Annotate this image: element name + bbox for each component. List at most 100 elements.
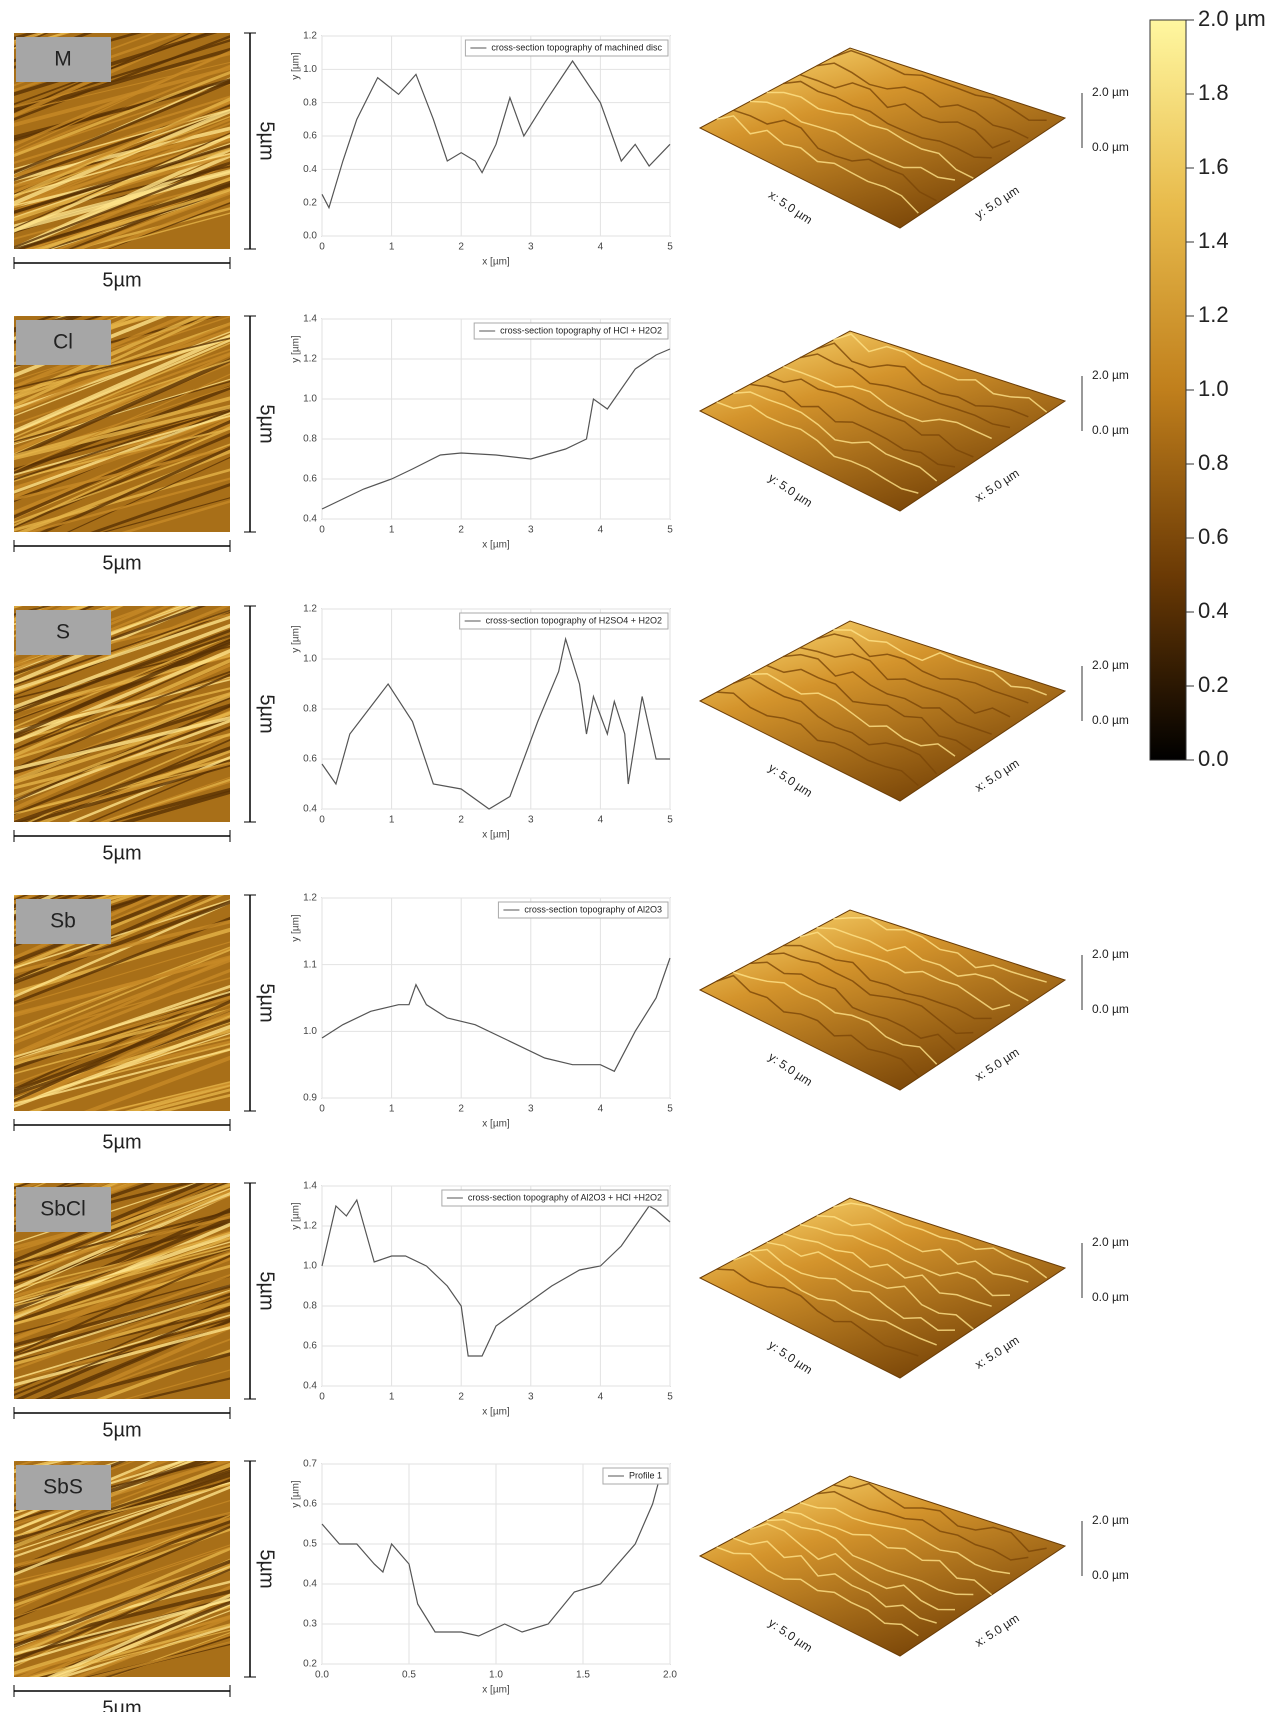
- x-tick-label: 3: [528, 815, 534, 826]
- y-tick-label: 0.4: [303, 1579, 317, 1590]
- x-tick-label: 4: [598, 525, 604, 536]
- legend-label: Profile 1: [629, 1470, 662, 1480]
- surface-axis-label: x: 5.0 µm: [972, 1045, 1021, 1084]
- x-tick-label: 0: [319, 242, 325, 253]
- x-tick-label: 3: [528, 525, 534, 536]
- colorbar-tick-label: 0.8: [1198, 450, 1229, 475]
- plot-area: [322, 319, 670, 519]
- y-tick-label: 0.9: [303, 1093, 317, 1104]
- surface-z-label: 2.0 µm: [1092, 1235, 1129, 1249]
- scale-label: 5µm: [256, 1271, 278, 1310]
- surface-z-label: 0.0 µm: [1092, 1568, 1129, 1582]
- y-axis-label: y [µm]: [291, 1202, 302, 1230]
- scale-label: 5µm: [256, 694, 278, 733]
- y-tick-label: 1.2: [303, 604, 317, 615]
- x-tick-label: 2: [458, 815, 464, 826]
- x-tick-label: 0: [319, 1104, 325, 1115]
- legend-label: cross-section topography of H2SO4 + H2O2: [486, 615, 662, 625]
- surface-z-label: 2.0 µm: [1092, 658, 1129, 672]
- legend-label: cross-section topography of machined dis…: [491, 42, 662, 52]
- x-tick-label: 0.0: [315, 1670, 329, 1681]
- y-axis-label: y [µm]: [291, 1480, 302, 1508]
- x-tick-label: 2.0: [663, 1670, 677, 1681]
- y-axis-label: y [µm]: [291, 335, 302, 363]
- colorbar-tick-label: 1.2: [1198, 302, 1229, 327]
- y-tick-label: 0.4: [303, 1381, 317, 1392]
- x-tick-label: 1: [389, 1392, 395, 1403]
- figure: M 5µm 5µm x: 5.0 µm y: 5.0 µm 2.0 µm 0.0 µm Cl 5…: [0, 0, 1282, 1712]
- x-tick-label: 0: [319, 525, 325, 536]
- y-tick-label: 1.2: [303, 31, 317, 42]
- y-tick-label: 1.0: [303, 1026, 317, 1037]
- x-tick-label: 0: [319, 1392, 325, 1403]
- legend-label: cross-section topography of Al2O3: [524, 904, 662, 914]
- colorbar: [1150, 20, 1186, 760]
- y-tick-label: 1.2: [303, 354, 317, 365]
- afm-streak: [0, 0, 254, 7]
- x-tick-label: 1: [389, 1104, 395, 1115]
- y-tick-label: 0.2: [303, 1659, 317, 1670]
- colorbar-tick-label: 0.4: [1198, 598, 1229, 623]
- x-axis-label: x [µm]: [482, 540, 510, 551]
- y-tick-label: 0.3: [303, 1619, 317, 1630]
- surface-z-label: 0.0 µm: [1092, 423, 1129, 437]
- colorbar-tick-label: 2.0 µm: [1198, 6, 1266, 31]
- legend-label: cross-section topography of HCl + H2O2: [500, 325, 662, 335]
- y-tick-label: 0.8: [303, 1301, 317, 1312]
- y-tick-label: 0.2: [303, 197, 317, 208]
- surface-axis-label: y: 5.0 µm: [766, 1616, 815, 1655]
- afm-streak: [0, 0, 254, 29]
- y-axis-label: y [µm]: [291, 625, 302, 653]
- y-tick-label: 0.4: [303, 514, 317, 525]
- surface-axis-label: y: 5.0 µm: [972, 183, 1021, 222]
- y-tick-label: 0.8: [303, 434, 317, 445]
- y-tick-label: 0.5: [303, 1539, 317, 1550]
- surface-z-label: 0.0 µm: [1092, 1290, 1129, 1304]
- colorbar-tick-label: 1.8: [1198, 80, 1229, 105]
- y-tick-label: 0.8: [303, 97, 317, 108]
- scale-label: 5µm: [256, 404, 278, 443]
- x-tick-label: 0: [319, 815, 325, 826]
- y-tick-label: 0.6: [303, 754, 317, 765]
- surface-axis-label: x: 5.0 µm: [766, 188, 815, 227]
- y-tick-label: 1.4: [303, 314, 317, 325]
- x-tick-label: 2: [458, 242, 464, 253]
- x-tick-label: 5: [667, 525, 673, 536]
- y-tick-label: 1.0: [303, 1261, 317, 1272]
- x-tick-label: 4: [598, 1392, 604, 1403]
- x-tick-label: 1: [389, 242, 395, 253]
- y-tick-label: 0.6: [303, 474, 317, 485]
- colorbar-tick-label: 0.2: [1198, 672, 1229, 697]
- y-tick-label: 0.4: [303, 164, 317, 175]
- surface-axis-label: x: 5.0 µm: [972, 756, 1021, 795]
- x-tick-label: 3: [528, 1104, 534, 1115]
- colorbar-tick-label: 1.6: [1198, 154, 1229, 179]
- y-axis-label: y [µm]: [291, 52, 302, 80]
- y-tick-label: 0.6: [303, 131, 317, 142]
- x-tick-label: 2: [458, 1104, 464, 1115]
- x-tick-label: 1: [389, 525, 395, 536]
- colorbar-tick-label: 1.0: [1198, 376, 1229, 401]
- y-tick-label: 1.2: [303, 1221, 317, 1232]
- y-tick-label: 1.2: [303, 893, 317, 904]
- y-tick-label: 0.7: [303, 1459, 317, 1470]
- scale-label: 5µm: [102, 1419, 141, 1441]
- y-tick-label: 1.0: [303, 654, 317, 665]
- x-axis-label: x [µm]: [482, 1685, 510, 1696]
- x-axis-label: x [µm]: [482, 257, 510, 268]
- x-tick-label: 3: [528, 1392, 534, 1403]
- afm-streak: [0, 0, 254, 16]
- y-tick-label: 1.4: [303, 1181, 317, 1192]
- surface-axis-label: y: 5.0 µm: [766, 1050, 815, 1089]
- x-tick-label: 1.5: [576, 1670, 590, 1681]
- scale-label: 5µm: [256, 1549, 278, 1588]
- colorbar-tick-label: 0.6: [1198, 524, 1229, 549]
- surface-z-label: 2.0 µm: [1092, 368, 1129, 382]
- x-tick-label: 1.0: [489, 1670, 503, 1681]
- x-axis-label: x [µm]: [482, 1407, 510, 1418]
- panel-label: M: [54, 48, 72, 71]
- x-tick-label: 5: [667, 815, 673, 826]
- panel-label: Cl: [53, 331, 73, 354]
- plot-area: [322, 1186, 670, 1386]
- scale-label: 5µm: [102, 1697, 141, 1712]
